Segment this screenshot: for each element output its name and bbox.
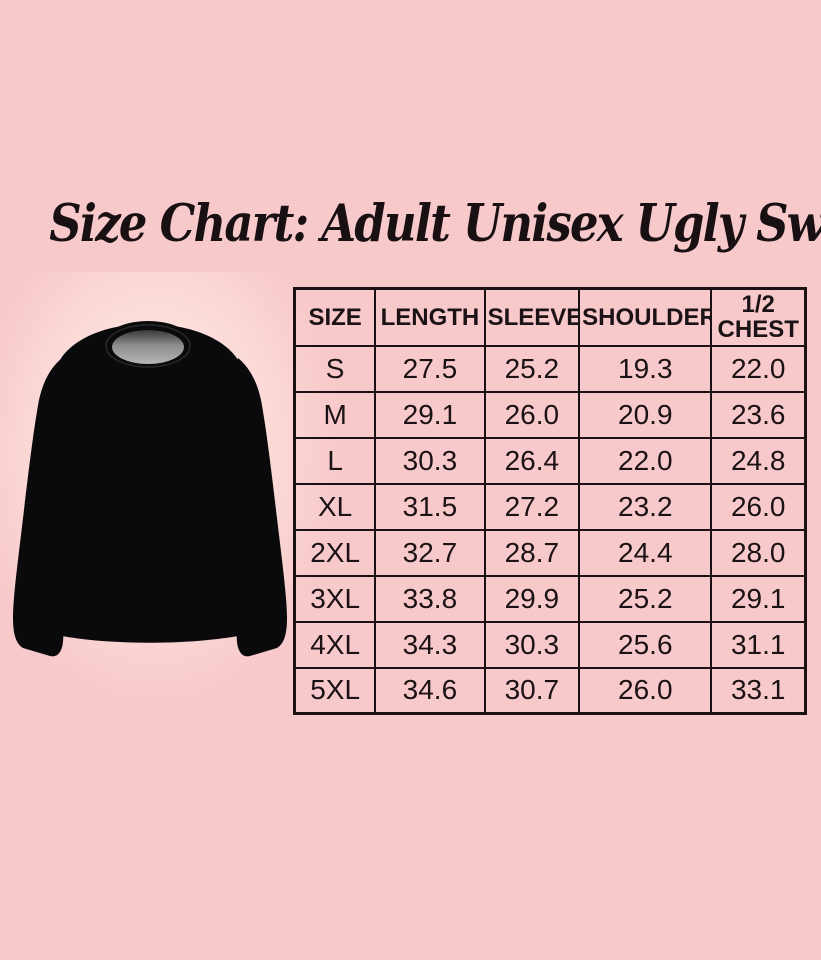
- table-row-s: S 27.5 25.2 19.3 22.0: [293, 344, 807, 393]
- size-chart-table: SIZE LENGTH SLEEVE SHOULDER 1/2 CHEST S …: [293, 287, 807, 715]
- table-row-2xl: 2XL 32.7 28.7 24.4 28.0: [293, 528, 807, 577]
- sweater-body-shape: [49, 324, 247, 602]
- cell-length: 27.5: [374, 344, 486, 393]
- col-header-length: LENGTH: [374, 287, 486, 347]
- cell-size: M: [293, 390, 377, 439]
- cell-sleeve: 26.0: [483, 390, 581, 439]
- cell-sleeve: 25.2: [483, 344, 581, 393]
- cell-size: L: [293, 436, 377, 485]
- cell-shoulder: 24.4: [578, 528, 713, 577]
- col-header-half-chest: 1/2 CHEST: [710, 287, 807, 347]
- cell-half-chest: 31.1: [710, 620, 807, 669]
- cell-sleeve: 30.7: [483, 666, 581, 715]
- sweater-collar-rim: [105, 324, 191, 368]
- cell-half-chest: 23.6: [710, 390, 807, 439]
- cell-length: 31.5: [374, 482, 486, 531]
- cell-half-chest: 28.0: [710, 528, 807, 577]
- cell-length: 32.7: [374, 528, 486, 577]
- cell-sleeve: 26.4: [483, 436, 581, 485]
- sweater-image: [13, 321, 287, 657]
- cell-shoulder: 25.2: [578, 574, 713, 623]
- cell-half-chest: 33.1: [710, 666, 807, 715]
- cell-half-chest: 29.1: [710, 574, 807, 623]
- cell-shoulder: 20.9: [578, 390, 713, 439]
- col-header-shoulder: SHOULDER: [578, 287, 713, 347]
- col-header-size: SIZE: [293, 287, 377, 347]
- cell-shoulder: 26.0: [578, 666, 713, 715]
- sweater-neck-opening: [112, 330, 184, 364]
- cell-shoulder: 19.3: [578, 344, 713, 393]
- table-row-m: M 29.1 26.0 20.9 23.6: [293, 390, 807, 439]
- cell-length: 34.6: [374, 666, 486, 715]
- cell-length: 33.8: [374, 574, 486, 623]
- cell-sleeve: 29.9: [483, 574, 581, 623]
- cell-size: 3XL: [293, 574, 377, 623]
- table-row-l: L 30.3 26.4 22.0 24.8: [293, 436, 807, 485]
- page-title: Size Chart: Adult Unisex Ugly Sweater: [49, 194, 821, 254]
- cell-shoulder: 22.0: [578, 436, 713, 485]
- cell-length: 29.1: [374, 390, 486, 439]
- table-row-xl: XL 31.5 27.2 23.2 26.0: [293, 482, 807, 531]
- cell-size: S: [293, 344, 377, 393]
- cell-half-chest: 22.0: [710, 344, 807, 393]
- cell-half-chest: 24.8: [710, 436, 807, 485]
- table-row-4xl: 4XL 34.3 30.3 25.6 31.1: [293, 620, 807, 669]
- cell-sleeve: 28.7: [483, 528, 581, 577]
- cell-size: 4XL: [293, 620, 377, 669]
- cell-size: 5XL: [293, 666, 377, 715]
- header-row: SIZE LENGTH SLEEVE SHOULDER 1/2 CHEST: [293, 287, 807, 347]
- cell-size: 2XL: [293, 528, 377, 577]
- sweater-hem-shape: [53, 598, 247, 643]
- cell-length: 30.3: [374, 436, 486, 485]
- cell-size: XL: [293, 482, 377, 531]
- cell-shoulder: 23.2: [578, 482, 713, 531]
- cell-half-chest: 26.0: [710, 482, 807, 531]
- table-row-3xl: 3XL 33.8 29.9 25.2 29.1: [293, 574, 807, 623]
- table-row-5xl: 5XL 34.6 30.7 26.0 33.1: [293, 666, 807, 715]
- col-header-sleeve: SLEEVE: [483, 287, 581, 347]
- cell-sleeve: 30.3: [483, 620, 581, 669]
- cell-shoulder: 25.6: [578, 620, 713, 669]
- cell-length: 34.3: [374, 620, 486, 669]
- cell-sleeve: 27.2: [483, 482, 581, 531]
